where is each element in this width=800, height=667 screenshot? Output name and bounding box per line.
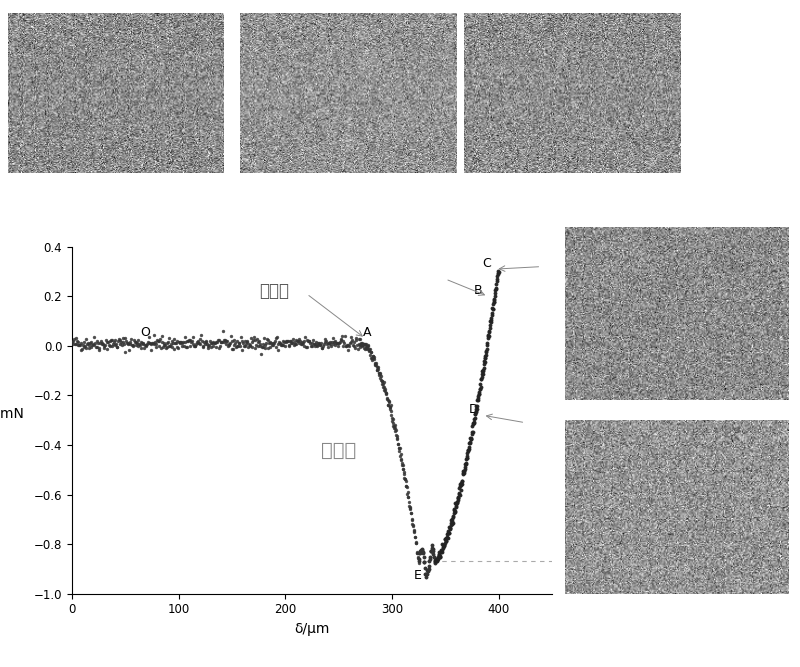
- Text: O: O: [140, 326, 150, 339]
- Text: D: D: [469, 403, 478, 416]
- Text: 压力区: 压力区: [260, 282, 290, 300]
- Text: 拉力区: 拉力区: [321, 440, 356, 460]
- Text: A: A: [363, 326, 372, 339]
- Text: C: C: [482, 257, 491, 269]
- X-axis label: δ/μm: δ/μm: [294, 622, 330, 636]
- Text: B: B: [474, 284, 482, 297]
- Y-axis label: P/mN: P/mN: [0, 406, 25, 420]
- Text: E: E: [414, 569, 422, 582]
